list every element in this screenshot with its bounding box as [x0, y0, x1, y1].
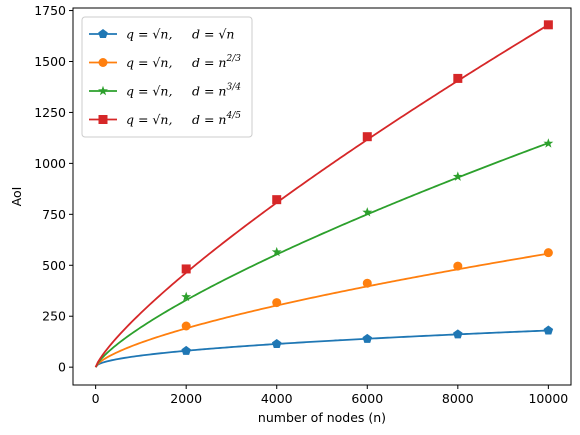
legend-label-q: q = √n, — [126, 112, 172, 127]
legend-marker — [98, 115, 108, 124]
data-point — [271, 246, 282, 257]
data-point — [181, 345, 191, 355]
series-2 — [94, 248, 553, 368]
legend-exponent: 4/5 — [225, 111, 241, 121]
series-3 — [94, 138, 554, 368]
data-point — [362, 132, 372, 142]
x-axis-label: number of nodes (n) — [258, 410, 386, 425]
data-point — [453, 329, 463, 339]
x-tick-label: 2000 — [170, 391, 202, 406]
legend: q = √n, d = √nq = √n, d = n2/3q = √n, d = n… — [81, 16, 253, 138]
x-tick-label: 6000 — [351, 391, 383, 406]
y-tick-label: 0 — [58, 360, 66, 375]
data-point — [362, 278, 372, 288]
x-tick-label: 4000 — [261, 391, 293, 406]
series-line — [94, 142, 549, 368]
data-point — [181, 291, 192, 302]
plot-area — [94, 20, 554, 368]
data-point — [362, 333, 373, 343]
data-point — [271, 338, 282, 348]
data-point — [272, 298, 282, 308]
y-tick-label: 1500 — [34, 54, 66, 69]
series-1 — [94, 325, 554, 368]
x-tick-label: 0 — [92, 391, 100, 406]
y-tick-label: 250 — [42, 309, 66, 324]
legend-marker — [98, 29, 108, 39]
y-tick-label: 1750 — [34, 3, 66, 18]
series-4 — [94, 20, 553, 368]
x-tick-label: 8000 — [442, 391, 474, 406]
legend-box — [81, 16, 253, 138]
y-axis-label: AoI — [9, 187, 24, 207]
data-point — [543, 138, 554, 148]
data-point — [272, 195, 282, 205]
legend-exponent: 3/4 — [226, 83, 241, 93]
legend-label-q: q = √n, — [126, 55, 172, 70]
data-point — [453, 261, 463, 271]
series-line — [94, 252, 549, 368]
legend-label-d: d = √n — [192, 27, 234, 42]
data-point — [543, 248, 553, 258]
plot-frame — [72, 7, 572, 386]
legend-label-q: q = √n, — [126, 27, 172, 42]
legend-marker — [98, 58, 108, 67]
legend-marker — [98, 85, 108, 96]
data-point — [543, 20, 553, 30]
data-point — [181, 264, 191, 274]
x-tick-label: 10000 — [528, 391, 568, 406]
y-tick-label: 1000 — [34, 156, 66, 171]
data-point — [181, 321, 191, 331]
legend-exponent: 2/3 — [225, 54, 241, 64]
series-line — [94, 329, 549, 368]
data-point — [543, 325, 554, 335]
axes: 0 2000 4000 6000 8000 10000 0 250 500 750 1000 1250… — [34, 3, 572, 406]
y-tick-label: 1250 — [34, 105, 66, 120]
data-point — [452, 171, 463, 181]
y-tick-label: 750 — [42, 207, 66, 222]
legend-entry: q = √n, d = √n — [89, 27, 234, 42]
data-point — [362, 207, 373, 217]
series-line — [94, 24, 549, 368]
legend-label-q: q = √n, — [126, 84, 172, 99]
y-tick-label: 500 — [42, 258, 66, 273]
legend-entry: q = √n, d = n4/5 — [89, 111, 241, 127]
data-point — [453, 73, 463, 83]
